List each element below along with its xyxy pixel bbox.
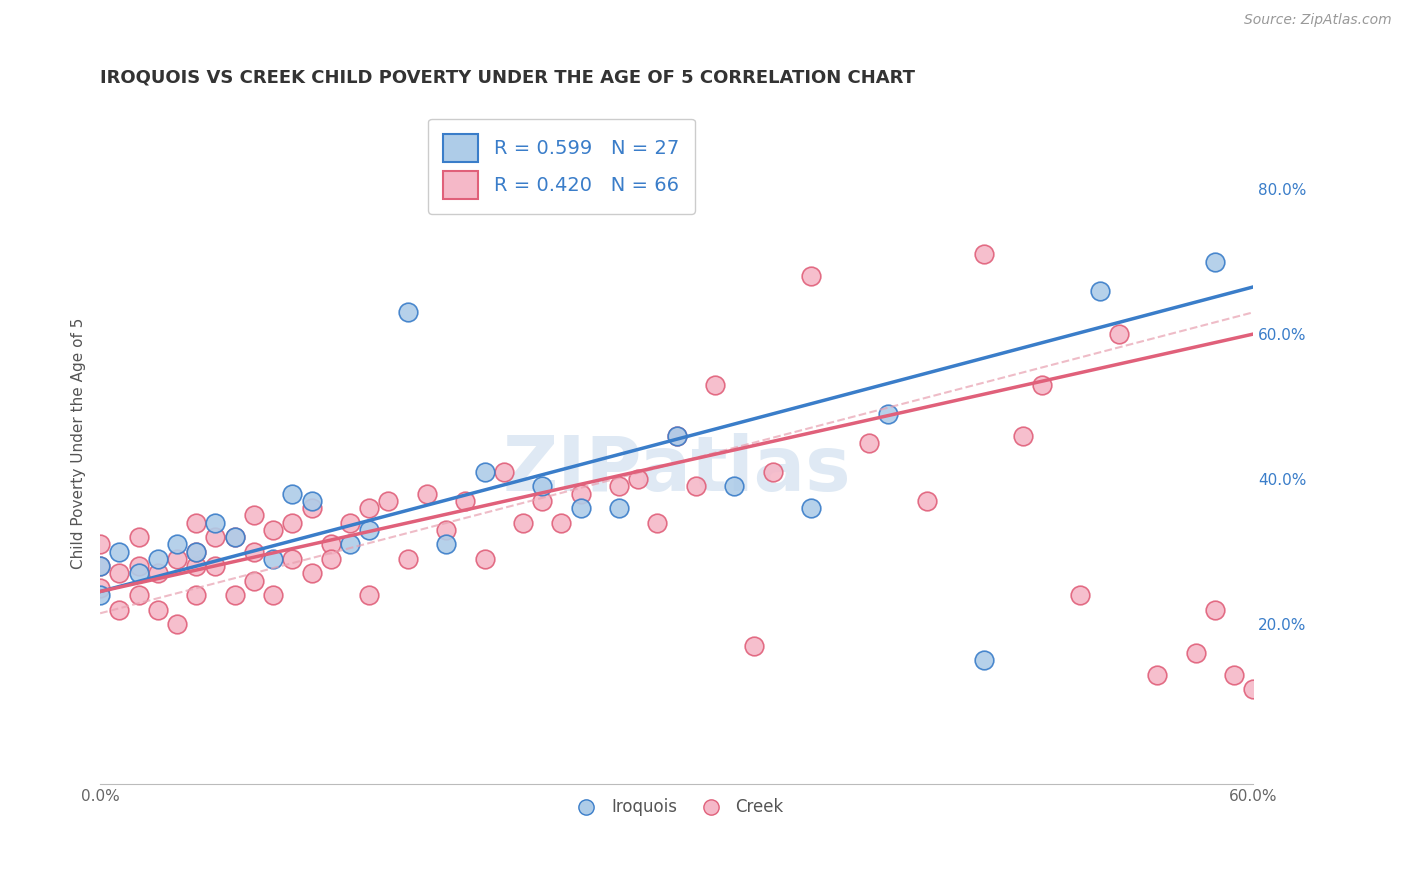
Point — [1146, 668, 1168, 682]
Text: IROQUOIS VS CREEK CHILD POVERTY UNDER THE AGE OF 5 CORRELATION CHART: IROQUOIS VS CREEK CHILD POVERTY UNDER TH… — [100, 69, 915, 87]
Point — [146, 566, 169, 581]
Point — [89, 581, 111, 595]
Point — [1204, 602, 1226, 616]
Point — [108, 566, 131, 581]
Point — [377, 494, 399, 508]
Point — [243, 508, 266, 523]
Point — [108, 602, 131, 616]
Point — [396, 305, 419, 319]
Point — [224, 588, 246, 602]
Text: Source: ZipAtlas.com: Source: ZipAtlas.com — [1244, 13, 1392, 28]
Point — [550, 516, 572, 530]
Point — [647, 516, 669, 530]
Point — [204, 530, 226, 544]
Point — [243, 574, 266, 588]
Point — [1088, 284, 1111, 298]
Point — [1069, 588, 1091, 602]
Point — [742, 639, 765, 653]
Point — [396, 552, 419, 566]
Point — [1108, 327, 1130, 342]
Point — [474, 465, 496, 479]
Point — [454, 494, 477, 508]
Point — [204, 516, 226, 530]
Point — [186, 559, 208, 574]
Point — [301, 494, 323, 508]
Point — [723, 479, 745, 493]
Point — [607, 479, 630, 493]
Point — [128, 559, 150, 574]
Point — [531, 479, 554, 493]
Point — [186, 544, 208, 558]
Point — [1241, 682, 1264, 697]
Point — [569, 486, 592, 500]
Point — [128, 588, 150, 602]
Point — [359, 588, 381, 602]
Point — [434, 537, 457, 551]
Point — [1031, 377, 1053, 392]
Point — [319, 537, 342, 551]
Point — [665, 428, 688, 442]
Point — [281, 552, 304, 566]
Point — [685, 479, 707, 493]
Point — [762, 465, 785, 479]
Point — [339, 516, 361, 530]
Point — [1204, 254, 1226, 268]
Point — [973, 653, 995, 667]
Point — [301, 501, 323, 516]
Point — [973, 247, 995, 261]
Point — [166, 552, 188, 566]
Point — [800, 501, 823, 516]
Point — [607, 501, 630, 516]
Point — [166, 617, 188, 632]
Point — [512, 516, 534, 530]
Point — [89, 559, 111, 574]
Point — [224, 530, 246, 544]
Point — [186, 544, 208, 558]
Point — [339, 537, 361, 551]
Point — [665, 428, 688, 442]
Point — [319, 552, 342, 566]
Point — [800, 268, 823, 283]
Point — [1011, 428, 1033, 442]
Point — [858, 435, 880, 450]
Y-axis label: Child Poverty Under the Age of 5: Child Poverty Under the Age of 5 — [72, 318, 86, 568]
Point — [359, 523, 381, 537]
Point — [434, 523, 457, 537]
Point — [474, 552, 496, 566]
Point — [877, 407, 900, 421]
Point — [281, 516, 304, 530]
Point — [281, 486, 304, 500]
Point — [128, 566, 150, 581]
Point — [146, 552, 169, 566]
Text: ZIPatlas: ZIPatlas — [502, 434, 851, 508]
Point — [224, 530, 246, 544]
Point — [1223, 668, 1246, 682]
Point — [186, 588, 208, 602]
Point — [262, 523, 284, 537]
Point — [492, 465, 515, 479]
Point — [627, 472, 650, 486]
Point — [204, 559, 226, 574]
Point — [262, 588, 284, 602]
Point — [166, 537, 188, 551]
Point — [108, 544, 131, 558]
Point — [1184, 646, 1206, 660]
Point — [186, 516, 208, 530]
Point — [128, 530, 150, 544]
Point — [262, 552, 284, 566]
Point — [531, 494, 554, 508]
Point — [359, 501, 381, 516]
Point — [89, 588, 111, 602]
Point — [704, 377, 727, 392]
Point — [146, 602, 169, 616]
Legend: Iroquois, Creek: Iroquois, Creek — [562, 792, 790, 823]
Point — [416, 486, 439, 500]
Point — [89, 537, 111, 551]
Point — [243, 544, 266, 558]
Point — [915, 494, 938, 508]
Point — [569, 501, 592, 516]
Point — [301, 566, 323, 581]
Point — [89, 559, 111, 574]
